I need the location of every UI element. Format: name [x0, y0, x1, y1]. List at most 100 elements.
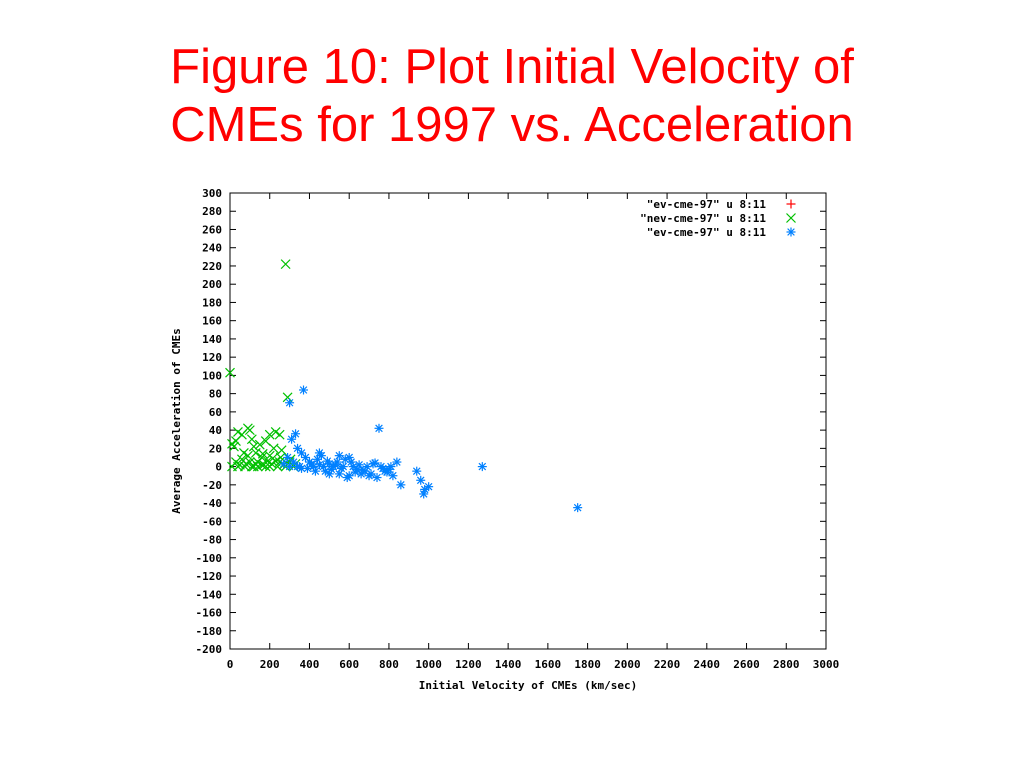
series-1-point: [244, 425, 255, 436]
y-tick-label: -180: [196, 625, 223, 638]
series-2-point: [299, 385, 309, 395]
y-tick-label: 200: [202, 278, 222, 291]
y-axis-label: Average Acceleration of CMEs: [170, 328, 183, 513]
series-2-point: [419, 489, 429, 499]
x-tick-label: 400: [300, 658, 320, 671]
series-1-point: [236, 454, 247, 465]
series-2-point: [314, 448, 324, 458]
series-2-point: [318, 462, 328, 472]
series-1-point: [260, 436, 271, 446]
x-tick-label: 1000: [415, 658, 442, 671]
x-tick-label: 2000: [614, 658, 641, 671]
y-tick-label: 20: [209, 442, 222, 455]
y-tick-label: 60: [209, 406, 222, 419]
series-2-point: [330, 460, 340, 470]
y-tick-label: 40: [209, 424, 222, 437]
y-tick-label: -200: [196, 643, 223, 656]
y-tick-label: 120: [202, 351, 222, 364]
series-2-point: [386, 462, 396, 472]
series-2-point: [310, 466, 320, 476]
chart-legend: "ev-cme-97" u 8:11"nev-cme-97" u 8:11"ev…: [640, 198, 796, 239]
y-tick-label: -20: [202, 479, 222, 492]
y-tick-label: -80: [202, 534, 222, 547]
series-1-point: [248, 441, 259, 452]
series-2-point: [396, 480, 406, 490]
series-2-point: [334, 469, 344, 479]
series-2-point: [322, 456, 332, 466]
series-2-point: [324, 469, 334, 479]
series-2-point: [382, 467, 392, 477]
y-tick-label: -100: [196, 552, 223, 565]
series-2-point: [362, 462, 372, 472]
series-1-point: [233, 461, 243, 472]
series-2-point: [374, 423, 384, 433]
plot-border: [229, 192, 827, 650]
series-2-point: [344, 471, 354, 481]
series-1-point: [267, 453, 278, 464]
y-tick-label: 160: [202, 315, 222, 328]
series-2-point: [370, 458, 380, 468]
series-2-point: [283, 452, 293, 462]
x-tick-label: 0: [227, 658, 234, 671]
series-1-point: [225, 367, 235, 378]
series-2-point: [287, 434, 297, 444]
x-tick-label: 1400: [495, 658, 522, 671]
y-tick-label: 240: [202, 242, 222, 255]
plot-frame: -200-180-160-140-120-100-80-60-40-200204…: [170, 187, 839, 692]
series-2-point: [314, 460, 324, 470]
y-tick-label: 80: [209, 388, 222, 401]
y-tick-label: 180: [202, 296, 222, 309]
x-tick-label: 1200: [455, 658, 482, 671]
y-tick-label: -160: [196, 607, 223, 620]
series-2-point: [366, 469, 376, 479]
series-2-point: [354, 460, 364, 470]
legend-marker-2: [786, 227, 796, 237]
series-1-point: [280, 259, 291, 270]
series-2-point: [412, 466, 422, 476]
y-tick-label: 260: [202, 223, 222, 236]
y-tick-label: 140: [202, 333, 222, 346]
y-tick-label: 300: [202, 187, 222, 200]
series-2-point: [392, 457, 402, 467]
series-2-point: [300, 452, 310, 462]
y-tick-label: -140: [196, 588, 223, 601]
x-tick-label: 1800: [574, 658, 601, 671]
y-tick-label: -60: [202, 515, 222, 528]
series-2-point: [297, 448, 307, 458]
y-tick-label: -120: [196, 570, 223, 583]
legend-label-2: "ev-cme-97" u 8:11: [647, 226, 767, 239]
legend-marker-0: [786, 199, 796, 209]
series-1-point: [258, 459, 269, 470]
series-2-point: [424, 482, 434, 492]
slide-title-line-1: Figure 10: Plot Initial Velocity of: [170, 40, 854, 94]
y-tick-label: -40: [202, 497, 222, 510]
series-2-point: [306, 459, 316, 469]
series-2-point: [416, 475, 426, 485]
legend-marker-1: [786, 213, 796, 223]
series-1-point: [229, 441, 239, 452]
series-1-point: [264, 461, 275, 472]
x-tick-label: 3000: [813, 658, 840, 671]
series-1-point: [274, 429, 285, 440]
y-tick-label: 100: [202, 369, 222, 382]
y-tick-label: 280: [202, 205, 222, 218]
x-tick-label: 200: [260, 658, 280, 671]
y-tick-label: 0: [215, 461, 222, 474]
series-1-point: [268, 443, 279, 454]
x-tick-label: 600: [339, 658, 359, 671]
x-tick-label: 2400: [694, 658, 721, 671]
x-tick-label: 2200: [654, 658, 681, 671]
series-2-point: [297, 463, 307, 473]
x-axis-label: Initial Velocity of CMEs (km/sec): [419, 679, 638, 692]
series-1-point: [239, 461, 250, 472]
legend-label-0: "ev-cme-97" u 8:11: [647, 198, 767, 211]
slide-title: Figure 10: Plot Initial Velocity of CMEs…: [0, 38, 1024, 154]
series-1-point: [246, 434, 257, 445]
x-tick-label: 1600: [535, 658, 562, 671]
series-2-point: [334, 451, 344, 461]
series-1-point: [256, 459, 267, 470]
x-tick-label: 2800: [773, 658, 800, 671]
x-tick-label: 2600: [733, 658, 760, 671]
chart-marks: [225, 259, 583, 513]
